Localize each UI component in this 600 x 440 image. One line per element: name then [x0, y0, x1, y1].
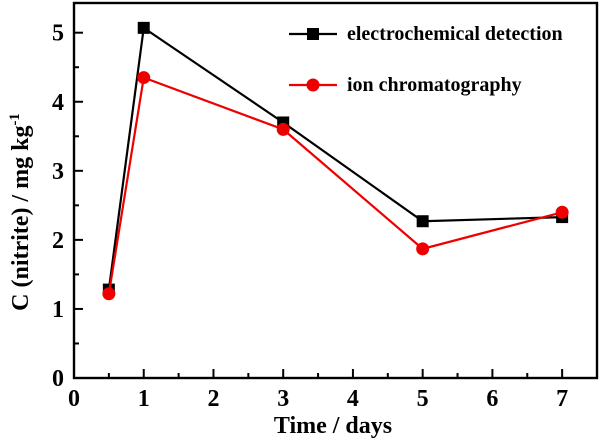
y-axis-title-text: C (nitrite) / mg kg	[8, 125, 34, 311]
series-0-marker	[416, 215, 429, 228]
legend-label: electrochemical detection	[347, 22, 563, 45]
x-tick-label: 5	[417, 386, 429, 412]
legend-item-electrochemical: electrochemical detection	[289, 15, 563, 53]
series-1-marker	[555, 205, 569, 219]
series-1-marker	[276, 122, 290, 136]
legend-marker-1	[289, 78, 337, 92]
x-tick-label: 4	[347, 386, 359, 412]
x-tick-label: 6	[486, 386, 498, 412]
x-tick-label: 3	[277, 386, 289, 412]
legend-marker-0	[289, 28, 337, 40]
series-1-marker	[137, 71, 151, 85]
series-1-marker	[416, 242, 430, 256]
y-tick-label: 5	[52, 21, 64, 47]
x-axis-title: Time / days	[273, 413, 393, 439]
y-axis-title-superscript: -1	[7, 113, 23, 126]
plot-frame	[72, 1, 599, 380]
y-tick-label: 0	[52, 366, 64, 392]
y-tick-label: 1	[52, 297, 64, 323]
legend: electrochemical detection ion chromatogr…	[289, 15, 563, 104]
y-tick-label: 4	[52, 90, 64, 116]
legend-marker-shape	[307, 28, 319, 40]
x-tick-label: 1	[138, 386, 150, 412]
y-tick-label: 2	[52, 228, 64, 254]
series-line-1	[107, 76, 563, 294]
series-0-marker	[137, 21, 150, 34]
series-1-marker	[102, 287, 116, 301]
x-tick-label: 7	[556, 386, 568, 412]
legend-item-ion-chromatography: ion chromatography	[289, 66, 563, 104]
y-axis-title: C (nitrite) / mg kg-1	[7, 113, 35, 311]
x-tick-label: 2	[207, 386, 219, 412]
legend-marker-shape	[306, 78, 320, 92]
x-tick-label: 0	[68, 386, 80, 412]
legend-label: ion chromatography	[347, 73, 522, 96]
y-tick-label: 3	[52, 159, 64, 185]
